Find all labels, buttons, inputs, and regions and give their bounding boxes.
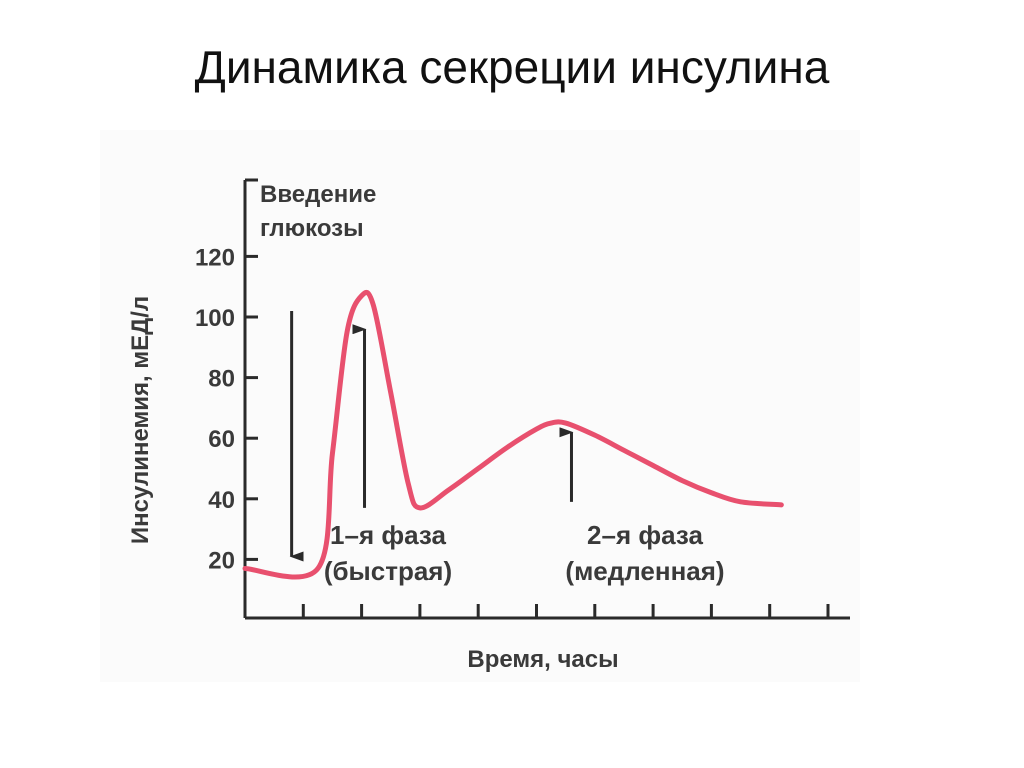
- insulin-secretion-chart: 20 40 60 80 100 120 Введение глюкозы 1–я фаза (б…: [127, 178, 850, 673]
- y-tick-label: 100: [195, 305, 235, 332]
- phase2-label-line: 2–я фаза: [587, 520, 703, 550]
- y-tick-label: 40: [208, 487, 235, 514]
- y-tick-label: 60: [208, 426, 235, 453]
- slide-title: Динамика секреции инсулина: [194, 41, 830, 93]
- x-axis-label: Время, часы: [467, 646, 618, 673]
- y-tick-label: 120: [195, 244, 235, 271]
- insulin-curve: [242, 289, 784, 580]
- y-axis-label: Инсулинемия, мЕД/л: [127, 296, 154, 544]
- glucose-label-line: Введение: [260, 181, 376, 208]
- x-ticks: [301, 604, 830, 618]
- glucose-label-line: глюкозы: [260, 215, 364, 242]
- phase2-label-line: (медленная): [565, 556, 724, 586]
- annotations: Введение глюкозы 1–я фаза (быстрая) 2–я фаза…: [260, 181, 725, 586]
- phase1-label-line: (быстрая): [324, 556, 452, 586]
- y-ticks: 20 40 60 80 100 120: [195, 244, 258, 574]
- chart-panel: 20 40 60 80 100 120 Введение глюкозы 1–я фаза (б…: [100, 130, 860, 682]
- y-tick-label: 20: [208, 547, 235, 574]
- y-tick-label: 80: [208, 366, 235, 393]
- phase1-label-line: 1–я фаза: [330, 520, 446, 550]
